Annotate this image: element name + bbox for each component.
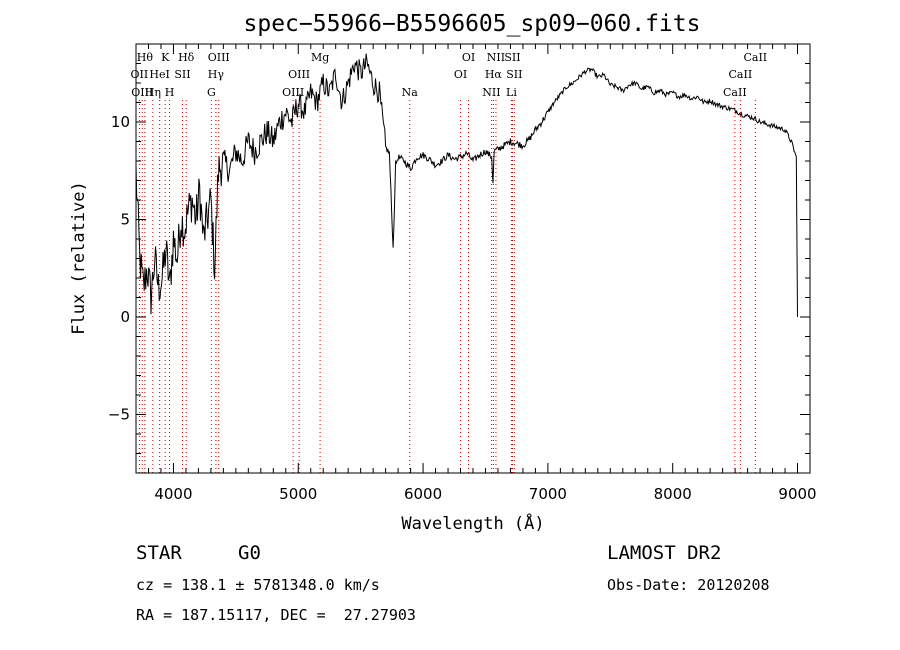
line-label-23: SII xyxy=(506,68,522,81)
line-label-2: Hθ xyxy=(137,51,154,64)
line-label-14: Mg xyxy=(311,51,329,64)
line-label-15: Na xyxy=(402,86,419,99)
x-tick-label: 4000 xyxy=(154,485,192,503)
plot-frame xyxy=(135,43,811,474)
x-tick-label: 5000 xyxy=(279,485,317,503)
line-label-16: OI xyxy=(454,68,467,81)
y-axis-label: Flux (relative) xyxy=(69,181,89,335)
line-label-26: CaII xyxy=(743,51,767,64)
line-label-17: OI xyxy=(462,51,475,64)
y-tick-label: 10 xyxy=(111,113,130,131)
line-label-13: OIII xyxy=(288,68,310,81)
line-label-1: OIII xyxy=(131,86,153,99)
line-label-7: SII xyxy=(174,68,190,81)
y-tick-label: 0 xyxy=(120,308,130,326)
line-label-24: CaII xyxy=(723,86,747,99)
object-class: STAR xyxy=(136,542,182,564)
object-subclass: G0 xyxy=(238,542,261,564)
line-label-18: NII xyxy=(482,86,500,99)
line-label-0: OII xyxy=(131,68,149,81)
y-tick-label: 5 xyxy=(120,211,130,229)
line-label-12: OIII xyxy=(282,86,304,99)
x-tick-label: 7000 xyxy=(529,485,567,503)
y-axis-ticks: −5 0 5 10 xyxy=(108,43,810,474)
spectral-line-labels: OIIOIIIHθHηHeIKHSIIHδGHγOIIIOIIIOIIIMgNa… xyxy=(131,51,768,99)
line-label-8: Hδ xyxy=(178,51,195,64)
x-axis-ticks: 4000 5000 6000 7000 8000 9000 xyxy=(135,44,817,503)
coordinates-text: RA = 187.15117, DEC = 27.27903 xyxy=(136,606,416,624)
x-axis-label: Wavelength (Å) xyxy=(401,512,544,534)
x-tick-label: 6000 xyxy=(404,485,442,503)
spectrum-series xyxy=(135,53,798,318)
line-label-6: H xyxy=(165,86,175,99)
chart-title: spec−55966−B5596605_sp09−060.fits xyxy=(244,11,701,37)
line-label-10: Hγ xyxy=(208,68,225,81)
x-tick-label: 9000 xyxy=(778,485,816,503)
line-label-9: G xyxy=(207,86,216,99)
survey-name: LAMOST DR2 xyxy=(607,542,722,564)
y-tick-label: −5 xyxy=(108,406,130,424)
line-label-25: CaII xyxy=(729,68,753,81)
line-label-4: HeI xyxy=(149,68,169,81)
line-label-19: Hα xyxy=(485,68,503,81)
line-label-3: Hη xyxy=(145,86,161,99)
line-label-22: SII xyxy=(504,51,520,64)
line-label-20: NII xyxy=(487,51,505,64)
redshift-text: cz = 138.1 ± 5781348.0 km/s xyxy=(136,576,380,594)
spectrum-line xyxy=(135,53,798,318)
line-label-5: K xyxy=(161,51,170,64)
line-label-11: OIII xyxy=(208,51,230,64)
observation-date: Obs-Date: 20120208 xyxy=(607,576,770,594)
line-label-21: Li xyxy=(506,86,517,99)
x-tick-label: 8000 xyxy=(654,485,692,503)
